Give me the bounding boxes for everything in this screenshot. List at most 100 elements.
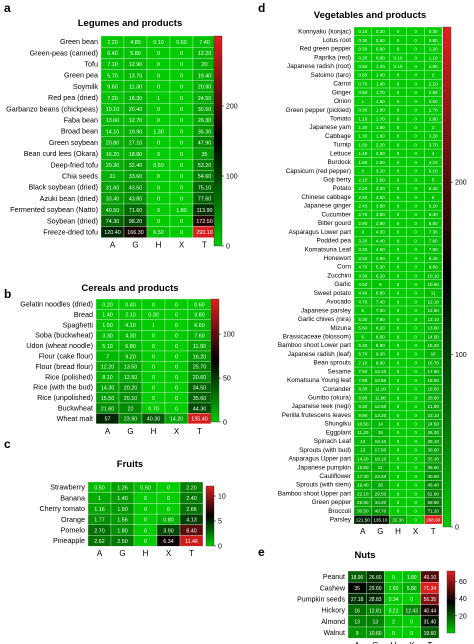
cell-value-label: 0 bbox=[397, 125, 400, 130]
cell-value-label: 0 bbox=[157, 118, 160, 124]
cell-value-label: 3.90 bbox=[358, 273, 367, 278]
row-label: Cauliflower bbox=[319, 473, 351, 480]
cell-value-label: 1.10 bbox=[429, 55, 438, 60]
row-label: Sprouts (with stem) bbox=[296, 482, 351, 489]
cell-value-label: 2.50 bbox=[429, 99, 438, 104]
cell-value-label: 0 bbox=[410, 597, 413, 603]
heatmap-cell bbox=[420, 626, 440, 639]
row-label: Flour (cake flour) bbox=[39, 351, 93, 360]
colorbar-tick-label: 0 bbox=[218, 544, 222, 551]
cell-value-label: 3.80 bbox=[376, 204, 385, 209]
cell-value-label: 13.20 bbox=[375, 413, 387, 418]
cell-value-label: 2.70 bbox=[94, 528, 105, 534]
row-label: Pineapple bbox=[53, 536, 85, 545]
cell-value-label: 1.10 bbox=[358, 116, 367, 121]
cell-value-label: 11.20 bbox=[375, 387, 387, 392]
cell-value-label: 0 bbox=[397, 134, 400, 139]
cell-value-label: 1.30 bbox=[153, 129, 164, 135]
cell-value-label: 4.80 bbox=[130, 40, 141, 46]
cell-value-label: 0 bbox=[397, 422, 400, 427]
row-label: Green pea bbox=[64, 71, 98, 80]
cell-value-label: 121.50 bbox=[356, 517, 370, 522]
cell-value-label: 0 bbox=[152, 333, 155, 339]
cell-value-label: 0 bbox=[414, 413, 417, 418]
cell-value-label: 20.30 bbox=[106, 163, 120, 169]
cell-value-label: 1.60 bbox=[358, 160, 367, 165]
cell-value-label: 18.50 bbox=[427, 378, 439, 383]
column-label: X bbox=[179, 241, 185, 250]
colorbar-tick-label: 50 bbox=[223, 376, 231, 383]
row-label: Broad bean bbox=[61, 127, 98, 136]
cell-value-label: 26.60 bbox=[369, 575, 382, 581]
cell-value-label: 0 bbox=[167, 507, 170, 513]
cell-value-label: 0 bbox=[397, 221, 400, 226]
row-label: Chia seeds bbox=[62, 171, 98, 180]
cell-value-label: 0 bbox=[397, 291, 400, 296]
cell-value-label: 12.81 bbox=[369, 608, 382, 614]
cell-value-label: 5.80 bbox=[130, 51, 141, 57]
cell-value-label: 7.50 bbox=[358, 369, 367, 374]
cell-value-label: 21.60 bbox=[101, 406, 115, 412]
cell-value-label: 3 bbox=[432, 125, 435, 130]
cell-value-label: 1.60 bbox=[389, 586, 399, 592]
cell-value-label: 11.20 bbox=[357, 430, 369, 435]
cell-value-label: 71.60 bbox=[129, 208, 143, 214]
cell-value-label: 0 bbox=[397, 29, 400, 34]
cell-value-label: 12.50 bbox=[427, 308, 439, 313]
heatmap-cell bbox=[424, 515, 443, 525]
cell-value-label: 1.50 bbox=[358, 142, 367, 147]
cell-value-label: 0 bbox=[414, 125, 417, 130]
cell-value-label: 98.20 bbox=[129, 219, 143, 225]
cell-value-label: 5.10 bbox=[429, 169, 438, 174]
cell-value-label: 0 bbox=[152, 365, 155, 371]
row-label: Bean curd lees (Okara) bbox=[24, 149, 98, 158]
cell-value-label: 9.30 bbox=[376, 352, 385, 357]
cell-value-label: 10.10 bbox=[427, 273, 439, 278]
cell-value-label: 20.90 bbox=[198, 85, 212, 91]
cell-value-label: 0 bbox=[397, 238, 400, 243]
cell-value-label: 0 bbox=[414, 204, 417, 209]
cell-value-label: 1.80 bbox=[176, 208, 187, 214]
cell-value-label: 0 bbox=[414, 465, 417, 470]
cell-value-label: 0 bbox=[157, 73, 160, 79]
cell-value-label: 0 bbox=[397, 456, 400, 461]
cell-value-label: 20.40 bbox=[129, 107, 143, 113]
cell-value-label: 0 bbox=[175, 302, 178, 308]
cell-value-label: 2.10 bbox=[429, 81, 438, 86]
cell-value-label: 2.10 bbox=[358, 177, 367, 182]
cell-value-label: 7.50 bbox=[376, 308, 385, 313]
cell-value-label: 3.20 bbox=[358, 238, 367, 243]
cell-value-label: 26 bbox=[378, 483, 384, 488]
cell-value-label: 0 bbox=[397, 265, 400, 270]
cell-value-label: 0 bbox=[414, 116, 417, 121]
cell-value-label: 0 bbox=[414, 404, 417, 409]
cell-value-label: 40.44 bbox=[424, 608, 437, 614]
row-label: Japanese radish (leaf) bbox=[288, 351, 351, 358]
cell-value-label: 56.35 bbox=[424, 597, 437, 603]
cell-value-label: 40.70 bbox=[375, 509, 387, 514]
cell-value-label: 1.40 bbox=[358, 151, 367, 156]
column-label: X bbox=[413, 527, 419, 536]
cell-value-label: 0.60 bbox=[194, 302, 205, 308]
cell-value-label: 15.50 bbox=[101, 396, 115, 402]
cell-value-label: 1.20 bbox=[376, 64, 385, 69]
cell-value-label: 5.30 bbox=[358, 317, 367, 322]
cell-value-label: 0 bbox=[397, 273, 400, 278]
cell-value-label: 54.60 bbox=[198, 174, 212, 180]
cell-value-label: 3.90 bbox=[163, 528, 174, 534]
cell-value-label: 120.40 bbox=[104, 230, 121, 236]
cell-value-label: 7.10 bbox=[107, 62, 118, 68]
cell-value-label: 0.10 bbox=[394, 55, 403, 60]
cell-value-label: 12.20 bbox=[101, 365, 115, 371]
cell-value-label: 18.80 bbox=[129, 152, 143, 158]
cell-value-label: 2.62 bbox=[94, 539, 105, 545]
cell-value-label: 8.80 bbox=[358, 395, 367, 400]
cell-value-label: 0 bbox=[397, 491, 400, 496]
row-label: Eggplant bbox=[326, 429, 351, 436]
cell-value-label: 16.70 bbox=[427, 360, 439, 365]
row-label: Avocado bbox=[326, 299, 351, 306]
row-label: Carrot bbox=[333, 81, 351, 88]
cell-value-label: 0 bbox=[175, 323, 178, 329]
cell-value-label: 0 bbox=[180, 62, 183, 68]
cell-value-label: 2.20 bbox=[358, 186, 367, 191]
